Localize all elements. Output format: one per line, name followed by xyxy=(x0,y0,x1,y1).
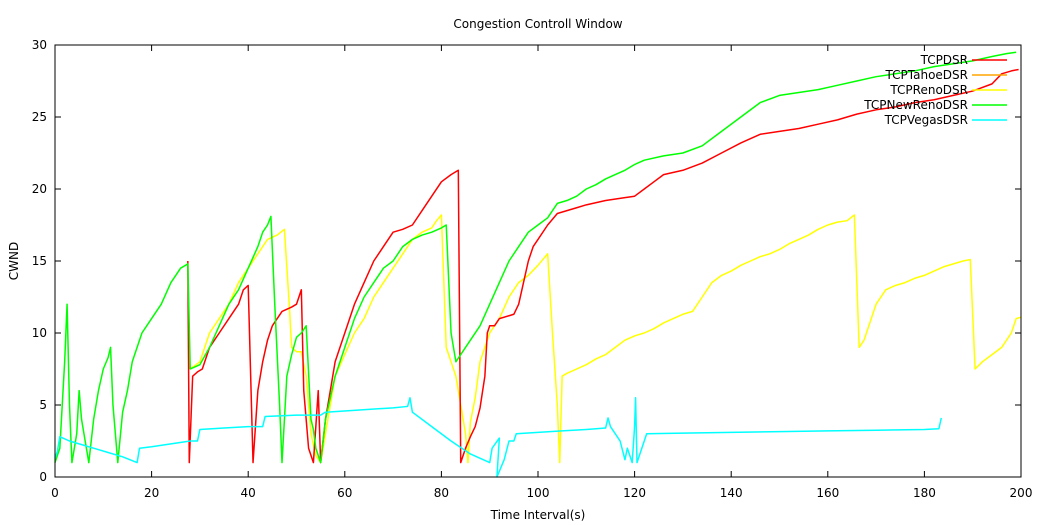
x-tick-label: 200 xyxy=(1010,486,1033,500)
y-tick-label: 0 xyxy=(39,470,47,484)
legend: TCPDSRTCPTahoeDSRTCPRenoDSRTCPNewRenoDSR… xyxy=(863,53,1007,127)
y-tick-label: 15 xyxy=(32,254,47,268)
chart-title: Congestion Controll Window xyxy=(453,17,622,31)
x-tick-label: 180 xyxy=(913,486,936,500)
x-tick-label: 100 xyxy=(527,486,550,500)
y-tick-label: 20 xyxy=(32,182,47,196)
x-tick-label: 40 xyxy=(241,486,256,500)
x-tick-label: 60 xyxy=(337,486,352,500)
series-lines xyxy=(54,51,1022,478)
x-axis-label: Time Interval(s) xyxy=(490,508,586,522)
y-tick-label: 10 xyxy=(32,326,47,340)
legend-label-tcprenodsr: TCPRenoDSR xyxy=(889,83,968,97)
x-tick-label: 140 xyxy=(720,486,743,500)
y-tick-label: 5 xyxy=(39,398,47,412)
y-axis-label: CWND xyxy=(7,242,21,280)
x-tick-label: 120 xyxy=(623,486,646,500)
legend-label-tcpdsr: TCPDSR xyxy=(920,53,968,67)
legend-label-tcptahoedsr: TCPTahoeDSR xyxy=(885,68,968,82)
series-line-tcpdsr xyxy=(187,68,1019,464)
y-tick-label: 25 xyxy=(32,110,47,124)
legend-label-tcpvegasdsr: TCPVegasDSR xyxy=(884,113,968,127)
x-tick-label: 20 xyxy=(144,486,159,500)
y-tick-label: 30 xyxy=(32,38,47,52)
series-line-tcpnewrenodsr xyxy=(54,51,1017,464)
x-tick-label: 80 xyxy=(434,486,449,500)
y-axis-ticks: 0 5 10 15 20 25 30 xyxy=(32,38,1021,484)
x-tick-label: 160 xyxy=(816,486,839,500)
legend-label-tcpnewrenodsr: TCPNewRenoDSR xyxy=(863,98,968,112)
series-line-tcpvegasdsr xyxy=(54,397,943,478)
x-tick-label: 0 xyxy=(51,486,59,500)
series-line-tcprenodsr xyxy=(189,214,1022,464)
x-axis-ticks: 0 20 40 60 80 100 120 140 160 180 200 xyxy=(51,45,1032,500)
